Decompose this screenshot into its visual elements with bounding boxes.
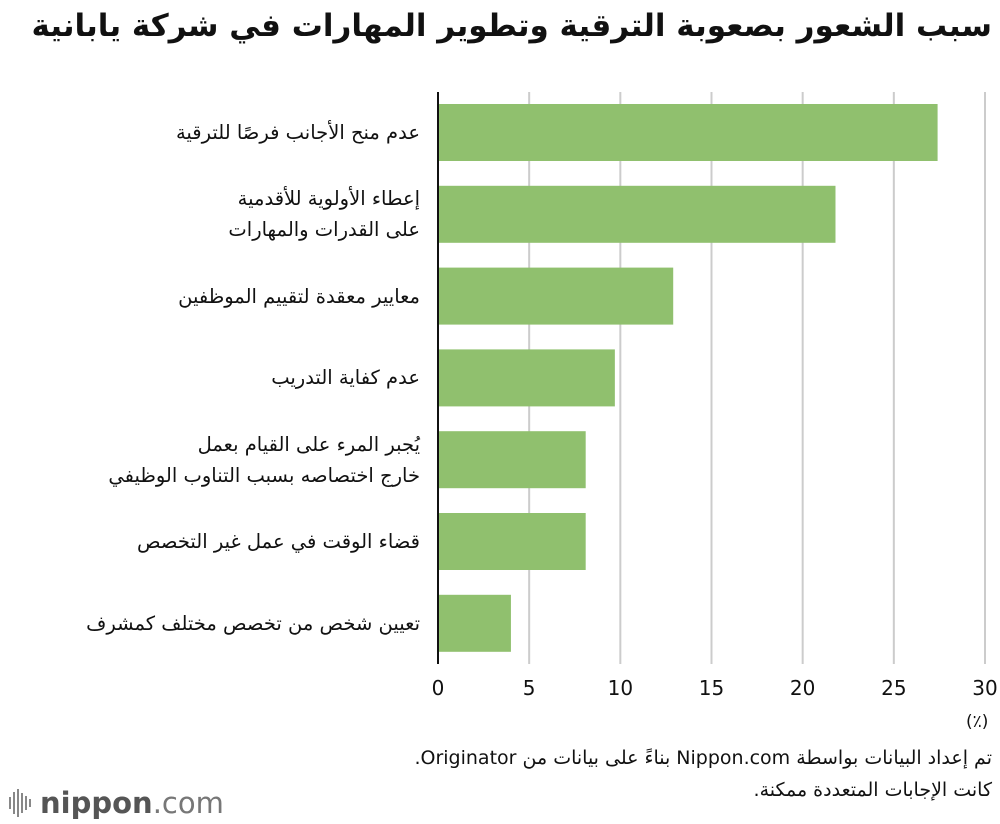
x-tick-label-0: 0 [431, 676, 445, 700]
bar-3 [438, 267, 674, 325]
x-axis-unit-label: (٪) [966, 712, 989, 732]
category-label-3: معايير معقدة لتقييم الموظفين [178, 284, 420, 308]
source-note: تم إعداد البيانات بواسطة Nippon.com بناء… [414, 747, 992, 769]
category-label-2-line-2: على القدرات والمهارات [228, 218, 420, 242]
category-label-6: قضاء الوقت في عمل غير التخصص [137, 530, 420, 553]
multiple-answers-note: كانت الإجابات المتعددة ممكنة. [753, 779, 992, 801]
category-label-5-line-1: يُجبر المرء على القيام بعمل [197, 432, 420, 456]
brand-domain: .com [152, 786, 224, 820]
nippon-logo: nippon .com [8, 786, 224, 820]
waveform-bars-icon [9, 789, 31, 817]
x-tick-label-20: 20 [789, 676, 816, 700]
x-tick-label-5: 5 [522, 676, 536, 700]
bar-6 [438, 513, 586, 570]
category-label-1: عدم منح الأجانب فرصًا للترقية [175, 121, 420, 144]
chart-title: سبب الشعور بصعوبة الترقية وتطوير المهارا… [31, 8, 992, 44]
brand-name: nippon [40, 786, 153, 820]
bar-4 [438, 349, 615, 407]
bar-5 [438, 431, 586, 489]
bar-7 [438, 594, 511, 652]
x-tick-label-10: 10 [607, 676, 634, 700]
category-label-4: عدم كفاية التدريب [271, 366, 420, 390]
bar-2 [438, 185, 836, 243]
x-tick-label-15: 15 [698, 676, 725, 700]
category-label-5-line-2: خارج اختصاصه بسبب التناوب الوظيفي [108, 463, 420, 487]
category-label-7: تعيين شخص من تخصص مختلف كمشرف [86, 611, 420, 635]
category-label-2-line-1: إعطاء الأولوية للأقدمية [237, 187, 420, 211]
bar-1 [438, 104, 938, 161]
x-tick-label-25: 25 [881, 676, 907, 700]
x-tick-label-30: 30 [972, 676, 998, 700]
